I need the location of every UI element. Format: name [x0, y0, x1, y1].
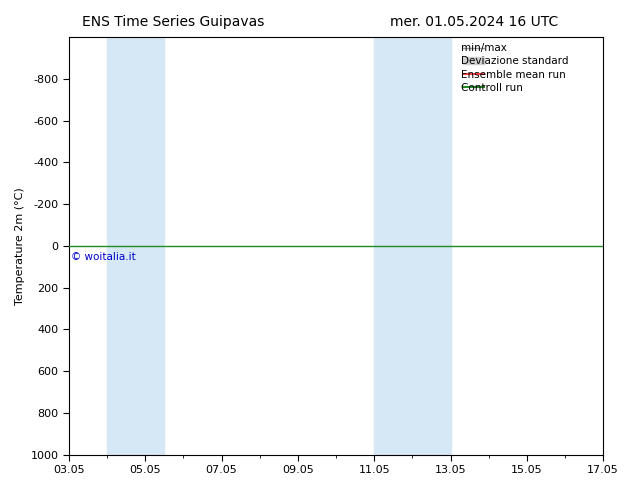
Bar	[374, 37, 451, 455]
Y-axis label: Temperature 2m (°C): Temperature 2m (°C)	[15, 187, 25, 305]
Legend: min/max, Deviazione standard, Ensemble mean run, Controll run: min/max, Deviazione standard, Ensemble m…	[459, 39, 601, 97]
Bar	[107, 37, 164, 455]
Text: © woitalia.it: © woitalia.it	[71, 252, 136, 262]
Text: ENS Time Series Guipavas: ENS Time Series Guipavas	[82, 15, 265, 29]
Text: mer. 01.05.2024 16 UTC: mer. 01.05.2024 16 UTC	[390, 15, 558, 29]
